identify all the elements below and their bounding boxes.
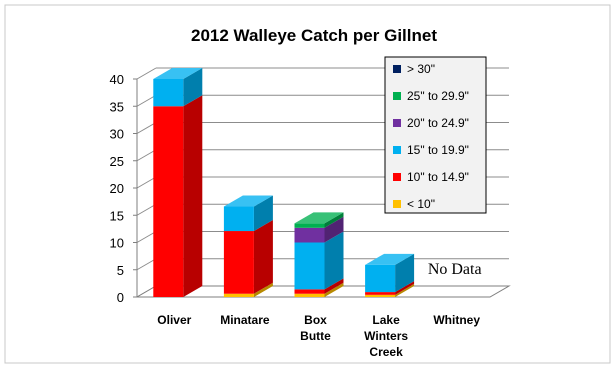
gridline-depth [136,258,157,271]
bar-stack-oliver [153,68,203,297]
y-tick-label: 15 [110,208,124,223]
bar-minatare-10 [223,293,254,297]
bar-lake-winters-creek-10-side [395,283,415,297]
legend-label-10: < 10" [407,197,435,211]
bar-box-butte-10 [294,293,325,297]
x-tick-label-whitney: Whitney [433,313,480,327]
legend-swatch-20-to-24-9 [393,119,401,127]
bar-minatare-15-to-19-9-top [223,195,273,207]
gridline-depth [136,94,157,107]
x-tick-label-box-butte: Box Butte [300,313,331,343]
chart-border [4,4,611,364]
bar-minatare-10-side [253,282,273,297]
bar-minatare-10-to-14-9-side [253,220,273,294]
legend-label-10-to-14-9: 10" to 14.9" [407,170,469,184]
y-tick-label: 35 [110,99,124,114]
bar-stack-lake-winters-creek [365,253,415,297]
legend-swatch-10 [393,200,401,208]
bar-lake-winters-creek-15-to-19-9-side [395,253,415,293]
bar-box-butte-15-to-19-9-side [324,231,344,290]
x-tick-label-minatare: Minatare [220,313,270,327]
y-tick-label: 0 [117,290,124,305]
legend-label-30: > 30" [407,62,435,76]
y-tick-label: 10 [110,236,124,251]
bar-box-butte-15-to-19-9 [294,242,325,290]
label-layer: Oliver Minatare Box Butte Lake Winters Creek Wh… [157,261,481,359]
bar-box-butte-20-to-24-9-side [324,216,344,243]
legend-swatch-30 [393,65,401,73]
bar-oliver-10-to-14-9-side [183,95,203,297]
gridline-depth [136,149,157,162]
bar-oliver-15-to-19-9-top [153,68,203,79]
bar-stack-box-butte [294,212,344,297]
legend-box [384,56,487,214]
legend-swatch-15-to-19-9 [393,146,401,154]
legend-swatch-25-to-29-9 [393,92,401,100]
bar-lake-winters-creek-10 [365,294,396,297]
x-tick-label-lake-winters-creek: Lake Winters Creek [364,313,408,359]
bar-oliver-15-to-19-9-side [183,68,203,107]
bar-oliver-10-to-14-9 [153,106,184,297]
annotation-no-data: No Data [428,261,482,278]
axis-layer: 0 5 10 15 20 25 30 35 40 [110,72,138,305]
gridline-depth [136,203,157,216]
bar-box-butte-10-to-14-9 [294,289,325,294]
chart-title: 2012 Walleye Catch per Gillnet [191,26,437,45]
bar-lake-winters-creek-15-to-19-9-top [365,253,415,265]
bar-box-butte-25-to-29-9 [294,223,325,228]
bar-lake-winters-creek-10-to-14-9 [365,292,396,295]
bar-box-butte-20-to-24-9 [294,227,325,243]
legend-label-25-to-29-9: 25" to 29.9" [407,89,469,103]
bar-lake-winters-creek-10-to-14-9-side [395,281,415,295]
bar-layer [153,68,415,297]
legend-swatch-10-to-14-9 [393,173,401,181]
bar-box-butte-25-to-29-9-top [294,212,344,224]
legend-label-20-to-24-9: 20" to 24.9" [407,116,469,130]
y-tick-label: 25 [110,154,124,169]
bar-minatare-15-to-19-9 [223,206,254,232]
bar-stack-minatare [223,195,273,297]
gridline-depth [136,67,157,80]
bar-box-butte-25-to-29-9-side [324,212,344,228]
gridline-depth [136,231,157,243]
x-tick-label-oliver: Oliver [157,313,191,327]
y-tick-label: 5 [117,263,124,278]
legend-label-15-to-19-9: 15" to 19.9" [407,143,469,157]
gridline-depth [136,176,157,189]
y-tick-label: 40 [110,72,124,87]
bar-box-butte-10-to-14-9-side [324,278,344,294]
y-tick-label: 20 [110,181,124,196]
bar-lake-winters-creek-15-to-19-9 [365,264,396,293]
bar-minatare-10-to-14-9 [223,231,254,294]
bar-oliver-15-to-19-9 [153,79,184,107]
y-tick-label: 30 [110,127,124,142]
bar-minatare-15-to-19-9-side [253,195,273,232]
bar-box-butte-10-side [324,282,344,297]
gridline-depth [136,122,157,134]
legend: > 30" 25" to 29.9" 20" to 24.9" 15" to 19.9… [384,56,487,214]
